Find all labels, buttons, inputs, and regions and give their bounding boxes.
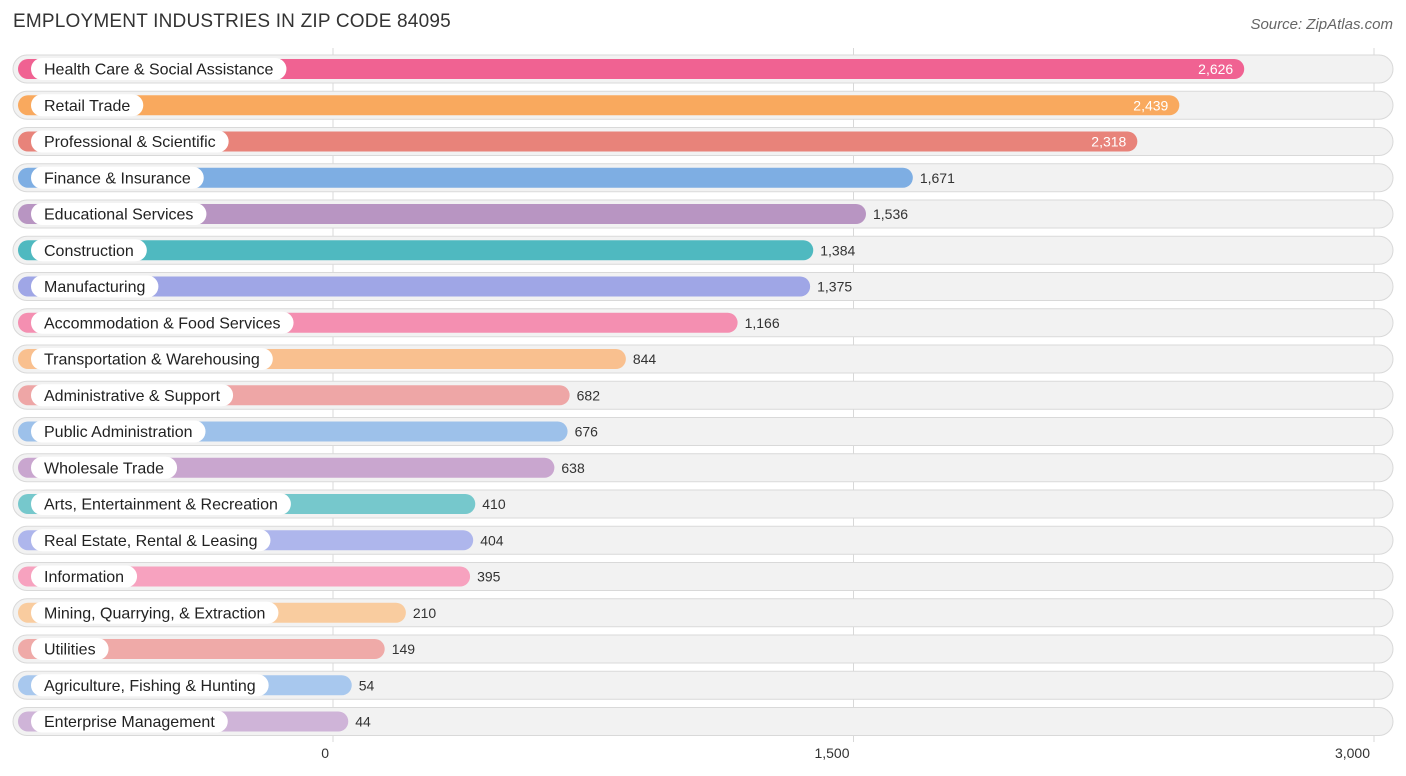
bar-row: Finance & Insurance 1,671	[12, 163, 1394, 193]
bar-row: Educational Services 1,536	[12, 199, 1394, 229]
bar-track	[12, 670, 1394, 700]
category-label: Finance & Insurance	[44, 170, 191, 187]
category-label-pill	[31, 130, 229, 153]
bar-row: Real Estate, Rental & Leasing 404	[12, 525, 1394, 555]
bar-row: Information 395	[12, 562, 1394, 591]
category-label: Public Administration	[44, 424, 193, 441]
category-label-pill	[31, 203, 207, 225]
category-label-pill	[31, 638, 109, 660]
tick-label: 1,500	[814, 745, 849, 761]
bar-row: Wholesale Trade 638	[12, 453, 1394, 483]
value-label: 1,166	[745, 315, 780, 331]
tick-label: 0	[321, 745, 329, 761]
tick-label: 3,000	[1335, 745, 1370, 761]
category-label: Real Estate, Rental & Leasing	[44, 533, 257, 550]
bar-row: Utilities 149	[12, 634, 1394, 664]
bar-row: Administrative & Support 682	[12, 380, 1394, 410]
value-label: 844	[633, 351, 657, 367]
category-label-pill	[31, 275, 159, 298]
bar-row: Retail Trade 2,439	[12, 90, 1394, 120]
category-label-pill	[31, 565, 138, 588]
category-label: Wholesale Trade	[44, 460, 164, 477]
bar-row: Manufacturing 1,375	[12, 272, 1394, 301]
category-label-pill	[31, 529, 271, 552]
category-label: Information	[44, 569, 124, 586]
category-label: Professional & Scientific	[44, 134, 216, 151]
category-label-pill	[31, 239, 147, 262]
chart-source: Source: ZipAtlas.com	[1250, 16, 1393, 33]
bar-row: Construction 1,384	[12, 235, 1394, 265]
value-label: 682	[577, 387, 601, 403]
bar	[18, 276, 811, 297]
value-label: 2,626	[1198, 61, 1233, 77]
value-label: 149	[392, 641, 416, 657]
category-label: Transportation & Warehousing	[44, 352, 260, 369]
category-label-pill	[31, 420, 206, 443]
bar-row: Accommodation & Food Services 1,166	[12, 308, 1394, 338]
bar	[18, 95, 1180, 116]
category-label-pill	[31, 493, 291, 515]
category-label-pill	[31, 311, 294, 334]
value-label: 1,375	[817, 279, 852, 295]
category-label: Administrative & Support	[44, 388, 221, 405]
bar	[18, 167, 913, 188]
value-label: 404	[480, 532, 504, 548]
category-label-pill	[31, 456, 178, 479]
value-label: 210	[413, 605, 437, 621]
bar-row: Agriculture, Fishing & Hunting 54	[12, 670, 1394, 700]
category-label: Health Care & Social Assistance	[44, 62, 274, 79]
category-label: Mining, Quarrying, & Extraction	[44, 605, 265, 622]
bar-row: Enterprise Management 44	[12, 707, 1394, 736]
value-label: 1,536	[873, 206, 908, 222]
value-label: 638	[561, 460, 585, 476]
value-label: 44	[355, 714, 371, 730]
category-label: Retail Trade	[44, 98, 130, 115]
bar	[18, 240, 814, 261]
category-label-pill	[31, 348, 273, 370]
category-label: Manufacturing	[44, 279, 145, 296]
category-label: Agriculture, Fishing & Hunting	[44, 678, 256, 695]
category-label: Enterprise Management	[44, 714, 215, 731]
category-label: Utilities	[44, 642, 96, 659]
category-label-pill	[31, 674, 269, 697]
category-label: Arts, Entertainment & Recreation	[44, 497, 278, 514]
bar	[18, 204, 866, 224]
value-label: 2,318	[1091, 134, 1126, 150]
bar-row: Arts, Entertainment & Recreation 410	[12, 489, 1394, 519]
bar-row: Professional & Scientific 2,318	[12, 127, 1394, 156]
value-label: 2,439	[1133, 97, 1168, 113]
category-label-pill	[31, 601, 279, 624]
category-label-pill	[31, 94, 144, 117]
category-label: Construction	[44, 243, 134, 260]
bar	[18, 639, 385, 659]
x-axis-ticks: 0 1,500 3,000	[321, 745, 1370, 761]
value-label: 54	[359, 677, 375, 693]
value-label: 395	[477, 569, 501, 585]
value-label: 1,671	[920, 170, 955, 186]
bar-row: Public Administration 676	[12, 417, 1394, 446]
bar	[18, 59, 1245, 79]
value-label: 676	[575, 424, 599, 440]
value-label: 410	[482, 496, 506, 512]
category-label-pill	[31, 166, 204, 189]
category-label-pill	[31, 710, 228, 733]
value-label: 1,384	[820, 242, 855, 258]
bar-rows: Health Care & Social Assistance 2,626 Reta…	[12, 54, 1394, 736]
category-label: Educational Services	[44, 207, 193, 224]
bar	[18, 131, 1138, 152]
bar-row: Mining, Quarrying, & Extraction 210	[12, 598, 1394, 628]
bar-row: Transportation & Warehousing 844	[12, 344, 1394, 374]
category-label-pill	[31, 384, 234, 407]
bar-track	[12, 707, 1394, 736]
category-label: Accommodation & Food Services	[44, 315, 281, 332]
category-label-pill	[31, 58, 287, 80]
bar-row: Health Care & Social Assistance 2,626	[12, 54, 1394, 84]
chart-title: EMPLOYMENT INDUSTRIES IN ZIP CODE 84095	[13, 11, 451, 32]
